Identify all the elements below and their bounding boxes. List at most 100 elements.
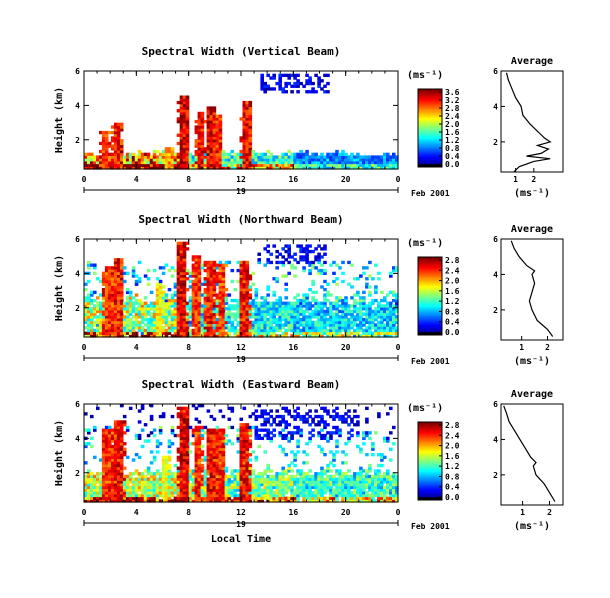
panel-1-colorbar: 3.63.22.82.42.01.61.20.80.40.0 — [417, 88, 460, 169]
panel-1-average-line — [505, 72, 552, 173]
panel-3-average-title: Average — [511, 389, 553, 400]
panel-1-date-tick: 19 — [236, 187, 246, 196]
panel-3-date-tick: 19 — [236, 520, 246, 529]
panel-1-xtick-3: 12 — [236, 175, 246, 184]
panel-2-date-label: Feb 2001 — [411, 357, 450, 366]
panel-2-cbtick-5: 0.8 — [445, 307, 460, 316]
panel-2-avg-xtick-0: 1 — [519, 343, 524, 352]
panel-2-avg-ytick-1: 4 — [493, 270, 498, 279]
panel-1-xtick-1: 4 — [134, 175, 139, 184]
panel-2-cbtick-4: 1.2 — [445, 297, 460, 306]
panel-1-average: Average 2 4 6 1 2 (ms⁻¹) — [493, 56, 564, 199]
panel-1-ytick-1: 4 — [75, 101, 80, 110]
panel-3-colorbar: 2.82.4 2.01.61.20.8 0.40.0 — [417, 421, 460, 502]
panel-3-xtick-5: 20 — [341, 508, 351, 517]
panel-1-date-label: Feb 2001 — [411, 189, 450, 198]
panel-2-ytick-0: 2 — [75, 304, 80, 313]
panel-1-cbtick-5: 1.6 — [445, 128, 460, 137]
panel-1-cbtick-8: 0.4 — [445, 152, 460, 161]
panel-1-ylabel: Height (km) — [53, 87, 65, 153]
panel-2-cbtick-2: 2.0 — [445, 277, 460, 286]
panel-3-average-frame — [500, 403, 564, 506]
panel-1-xtick-4: 16 — [289, 175, 299, 184]
panel-3-cbtick-4: 1.2 — [445, 462, 460, 471]
panel-2-xtick-0: 0 — [82, 343, 87, 352]
panel-3-cbtick-0: 2.8 — [445, 421, 460, 430]
panel-3-ylabel: Height (km) — [53, 420, 65, 486]
panel-2-xtick-3: 12 — [236, 343, 246, 352]
panel-2-colorbar-unit: (ms⁻¹) — [407, 238, 443, 249]
panel-1-average-title: Average — [511, 56, 553, 67]
panel-1: Spectral Width (Vertical Beam)0 4 8 12 16 20 0… — [53, 45, 564, 199]
panel-2-xtick-6: 0 — [396, 343, 401, 352]
panel-2-ylabel: Height (km) — [53, 255, 65, 321]
panel-3-cbtick-7: 0.0 — [445, 493, 460, 502]
panel-2-average: Average 2 4 6 1 2 (ms⁻¹) — [493, 224, 564, 367]
panel-1-avg-ytick-2: 6 — [493, 67, 498, 76]
panel-3: Spectral Width (Eastward Beam)0 4 8 12 16 20 0… — [53, 378, 564, 545]
panel-1-average-frame — [500, 70, 564, 173]
panel-3-avg-xtick-1: 2 — [547, 508, 552, 517]
panel-2-average-title: Average — [511, 224, 553, 235]
panel-2: Spectral Width (Northward Beam)0 4 8 12 16 20… — [53, 213, 564, 367]
panel-3-ytick-1: 4 — [75, 434, 80, 443]
panel-3-colorbar-unit: (ms⁻¹) — [407, 403, 443, 414]
panel-1-avg-ytick-1: 4 — [493, 102, 498, 111]
panel-2-cbtick-1: 2.4 — [445, 266, 460, 275]
panel-3-avg-xtick-0: 1 — [520, 508, 525, 517]
panel-1-xtick-6: 0 — [396, 175, 401, 184]
panel-1-ytick-0: 2 — [75, 136, 80, 145]
panel-2-xtick-1: 4 — [134, 343, 139, 352]
panel-3-ytick-2: 6 — [75, 400, 80, 409]
panel-1-average-xlabel: (ms⁻¹) — [514, 188, 550, 199]
panel-1-title: Spectral Width (Vertical Beam) — [142, 45, 341, 58]
panel-2-cbtick-0: 2.8 — [445, 256, 460, 265]
panel-3-xtick-6: 0 — [396, 508, 401, 517]
panel-2-avg-ytick-2: 6 — [493, 235, 498, 244]
panel-2-xtick-5: 20 — [341, 343, 351, 352]
panel-2-cbtick-7: 0.0 — [445, 328, 460, 337]
panel-2-average-xlabel: (ms⁻¹) — [514, 356, 550, 367]
panel-1-colorbar-unit: (ms⁻¹) — [407, 70, 443, 81]
panel-2-average-frame — [500, 238, 564, 341]
panel-2-avg-ytick-0: 2 — [493, 306, 498, 315]
panel-2-average-line — [510, 240, 554, 337]
panel-2-date-tick: 19 — [236, 355, 246, 364]
panel-1-cbtick-2: 2.8 — [445, 104, 460, 113]
panel-1-avg-ytick-0: 2 — [493, 138, 498, 147]
panel-1-xtick-0: 0 — [82, 175, 87, 184]
panel-2-heatmap — [84, 241, 399, 338]
panel-1-cbtick-3: 2.4 — [445, 112, 460, 121]
panel-3-avg-ytick-0: 2 — [493, 471, 498, 480]
panel-3-xtick-1: 4 — [134, 508, 139, 517]
panel-3-cbtick-6: 0.4 — [445, 483, 460, 492]
panel-3-cbtick-3: 1.6 — [445, 452, 460, 461]
panel-3-xtick-2: 8 — [186, 508, 191, 517]
panel-3-xtick-0: 0 — [82, 508, 87, 517]
panel-2-title: Spectral Width (Northward Beam) — [138, 213, 343, 226]
panel-3-average: Average 2 4 6 1 2 (ms⁻¹) — [493, 389, 564, 532]
panel-1-cbtick-6: 1.2 — [445, 136, 460, 145]
panel-1-avg-xtick-1: 2 — [531, 175, 536, 184]
panel-3-average-xlabel: (ms⁻¹) — [514, 521, 550, 532]
panel-2-colorbar: 2.82.4 2.01.61.20.8 0.40.0 — [417, 256, 460, 337]
panel-3-cbtick-2: 2.0 — [445, 442, 460, 451]
panel-3-xtick-4: 16 — [289, 508, 299, 517]
panel-1-xtick-2: 8 — [186, 175, 191, 184]
panel-1-ytick-2: 6 — [75, 67, 80, 76]
panel-3-ytick-0: 2 — [75, 469, 80, 478]
panel-2-ytick-1: 4 — [75, 269, 80, 278]
panel-2-xtick-2: 8 — [186, 343, 191, 352]
panel-1-avg-xtick-0: 1 — [513, 175, 518, 184]
panel-1-xtick-5: 20 — [341, 175, 351, 184]
panel-3-title: Spectral Width (Eastward Beam) — [142, 378, 341, 391]
panel-1-cbtick-4: 2.0 — [445, 120, 460, 129]
panel-2-cbtick-3: 1.6 — [445, 287, 460, 296]
panel-1-cbtick-1: 3.2 — [445, 96, 460, 105]
panel-3-xlabel: Local Time — [211, 533, 271, 545]
panel-1-cbtick-9: 0.0 — [445, 160, 460, 169]
panel-3-cbtick-5: 0.8 — [445, 472, 460, 481]
panel-2-cbtick-6: 0.4 — [445, 318, 460, 327]
panel-3-date-label: Feb 2001 — [411, 522, 450, 531]
